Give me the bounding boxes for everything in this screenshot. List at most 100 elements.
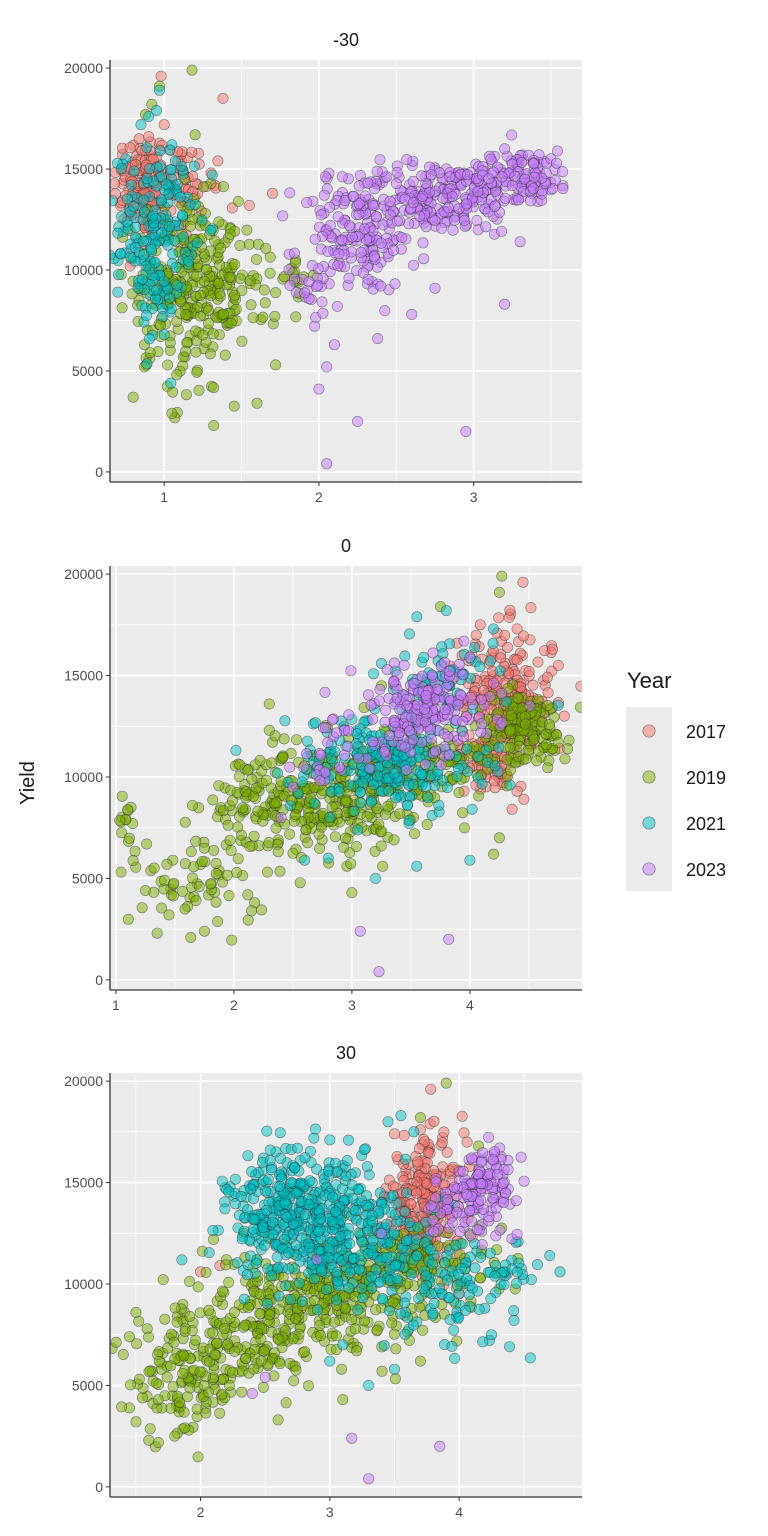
- point-2021: [487, 623, 499, 635]
- point-2023: [496, 687, 508, 699]
- point-2017: [506, 803, 518, 815]
- point-2023: [394, 703, 406, 715]
- point-2023: [514, 236, 526, 248]
- point-2021: [287, 1218, 299, 1230]
- point-2021: [231, 1257, 243, 1269]
- point-2019: [254, 1288, 266, 1300]
- point-2023: [439, 704, 451, 716]
- x-tick-label: 1: [160, 489, 168, 505]
- point-2019: [198, 181, 210, 193]
- point-2019: [214, 287, 226, 299]
- point-2023: [419, 758, 431, 770]
- point-2019: [287, 1333, 299, 1345]
- point-2019: [270, 797, 282, 809]
- point-2019: [421, 818, 433, 830]
- legend-key-2021: [642, 816, 656, 830]
- point-2019: [174, 1396, 186, 1408]
- point-2019: [127, 391, 139, 403]
- point-2021: [441, 782, 453, 794]
- point-2019: [179, 1422, 191, 1434]
- point-2021: [327, 1191, 339, 1203]
- point-2021: [487, 637, 499, 649]
- point-2019: [116, 790, 128, 802]
- point-2019: [239, 1319, 251, 1331]
- point-2023: [506, 129, 518, 141]
- point-2021: [325, 753, 337, 765]
- point-2023: [496, 171, 508, 183]
- x-tick-label: 2: [315, 489, 323, 505]
- point-2021: [157, 311, 169, 323]
- point-2019: [224, 271, 236, 283]
- point-2021: [531, 1259, 543, 1271]
- point-2019: [232, 195, 244, 207]
- point-2021: [309, 1123, 321, 1135]
- point-2019: [190, 1334, 202, 1346]
- point-2017: [110, 178, 120, 190]
- point-2019: [169, 1353, 181, 1365]
- point-2023: [499, 298, 511, 310]
- point-2019: [474, 1272, 486, 1284]
- point-2019: [167, 890, 179, 902]
- point-2019: [198, 842, 210, 854]
- point-2019: [205, 878, 217, 890]
- point-2023: [528, 158, 540, 170]
- point-2019: [232, 853, 244, 865]
- point-2023: [354, 925, 366, 937]
- point-2019: [213, 277, 225, 289]
- point-2017: [502, 641, 514, 653]
- point-2019: [528, 733, 540, 745]
- point-2023: [483, 1211, 495, 1223]
- point-2023: [298, 761, 310, 773]
- point-2017: [493, 612, 505, 624]
- point-2017: [517, 630, 529, 642]
- point-2023: [388, 657, 400, 669]
- point-2023: [314, 775, 326, 787]
- point-2021: [132, 282, 144, 294]
- point-2023: [379, 305, 391, 317]
- point-2021: [552, 699, 564, 711]
- point-2021: [387, 1189, 399, 1201]
- point-2021: [399, 1328, 411, 1340]
- x-tick-label: 1: [112, 997, 120, 1013]
- series-2023: [246, 1131, 530, 1485]
- point-2021: [296, 1296, 308, 1308]
- point-2023: [451, 1206, 463, 1218]
- point-2023: [472, 186, 484, 198]
- point-2023: [515, 1151, 527, 1163]
- point-2023: [299, 287, 311, 299]
- point-2021: [115, 248, 127, 260]
- point-2023: [375, 280, 387, 292]
- point-2023: [436, 222, 448, 234]
- point-2019: [117, 1349, 129, 1361]
- point-2023: [475, 1156, 487, 1168]
- point-2019: [215, 242, 227, 254]
- point-2023: [362, 689, 374, 701]
- point-2019: [167, 386, 179, 398]
- point-2023: [319, 686, 331, 698]
- point-2019: [204, 348, 216, 360]
- point-2023: [393, 727, 405, 739]
- y-tick-label: 10000: [64, 769, 103, 785]
- point-2017: [133, 133, 145, 145]
- y-tick-label: 5000: [72, 1377, 103, 1393]
- point-2023: [457, 1165, 469, 1177]
- point-2023: [425, 733, 437, 745]
- point-2021: [239, 1211, 251, 1223]
- point-2023: [367, 713, 379, 725]
- point-2021: [389, 1260, 401, 1272]
- point-2021: [399, 1206, 411, 1218]
- point-2023: [376, 1227, 388, 1239]
- point-2021: [136, 299, 148, 311]
- point-2021: [206, 169, 218, 181]
- point-2019: [583, 712, 593, 722]
- point-2023: [429, 214, 441, 226]
- point-2021: [264, 1144, 276, 1156]
- point-2019: [346, 887, 358, 899]
- point-2021: [262, 1174, 274, 1186]
- point-2019: [150, 1377, 162, 1389]
- point-2023: [284, 279, 296, 291]
- point-2019: [242, 764, 254, 776]
- point-2021: [154, 145, 166, 157]
- point-2019: [501, 754, 513, 766]
- point-2019: [414, 1112, 426, 1124]
